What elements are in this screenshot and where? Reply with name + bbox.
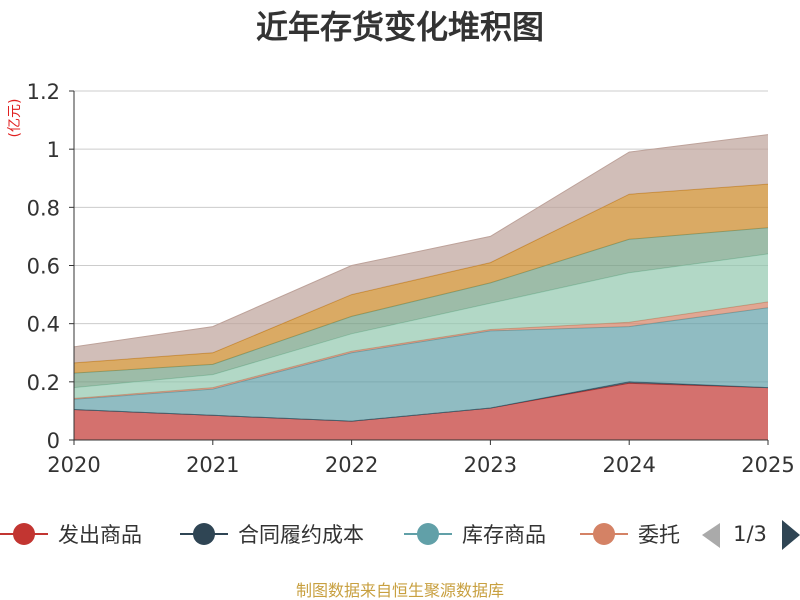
- legend-page-label: 1/3: [733, 522, 767, 546]
- area-series-4: [74, 253, 768, 399]
- area-series: [73, 134, 769, 440]
- chart-title: 近年存货变化堆积图: [256, 8, 544, 46]
- area-series-3: [74, 301, 768, 400]
- area-series-0: [74, 383, 768, 440]
- y-tick-label: 1: [47, 138, 60, 162]
- axes: [69, 90, 769, 445]
- source-note: 制图数据来自恒生聚源数据库: [296, 581, 504, 600]
- legend: 发出商品 合同履约成本 库存商品 委托: [0, 523, 680, 547]
- x-tick-label: 2025: [741, 453, 794, 477]
- y-tick-label: 0.4: [27, 313, 60, 337]
- legend-item[interactable]: 合同履约成本: [180, 523, 364, 547]
- x-tick-labels: 2020 2021 2022 2023 2024 2025: [47, 453, 794, 477]
- area-series-5: [74, 227, 768, 388]
- y-tick-label: 0: [47, 429, 60, 453]
- legend-swatch-marker: [593, 523, 615, 545]
- line-series-7: [73, 134, 769, 348]
- legend-label: 合同履约成本: [238, 523, 364, 547]
- legend-item[interactable]: 委托: [580, 523, 680, 547]
- x-tick-label: 2024: [602, 453, 655, 477]
- legend-swatch-marker: [417, 523, 439, 545]
- legend-item[interactable]: 发出商品: [0, 523, 142, 547]
- legend-label: 发出商品: [58, 523, 142, 547]
- x-tick-label: 2021: [186, 453, 239, 477]
- legend-label: 委托: [638, 523, 680, 547]
- area-series-7: [74, 134, 768, 363]
- legend-next-icon[interactable]: [782, 520, 800, 550]
- y-axis-unit: (亿元): [7, 99, 23, 138]
- y-tick-labels: 0 0.2 0.4 0.6 0.8 1 1.2: [27, 80, 60, 453]
- x-tick-label: 2022: [325, 453, 378, 477]
- legend-label: 库存商品: [462, 523, 546, 547]
- y-tick-label: 0.6: [27, 255, 60, 279]
- y-tick-label: 0.2: [27, 371, 60, 395]
- legend-pager: 1/3: [702, 520, 800, 550]
- legend-prev-icon[interactable]: [702, 523, 720, 548]
- area-series-2: [74, 307, 768, 422]
- legend-swatch-marker: [13, 523, 35, 545]
- x-tick-label: 2020: [47, 453, 100, 477]
- y-tick-label: 0.8: [27, 196, 60, 220]
- legend-item[interactable]: 库存商品: [404, 523, 546, 547]
- y-tick-label: 1.2: [27, 80, 60, 104]
- legend-swatch-marker: [193, 523, 215, 545]
- x-tick-label: 2023: [464, 453, 517, 477]
